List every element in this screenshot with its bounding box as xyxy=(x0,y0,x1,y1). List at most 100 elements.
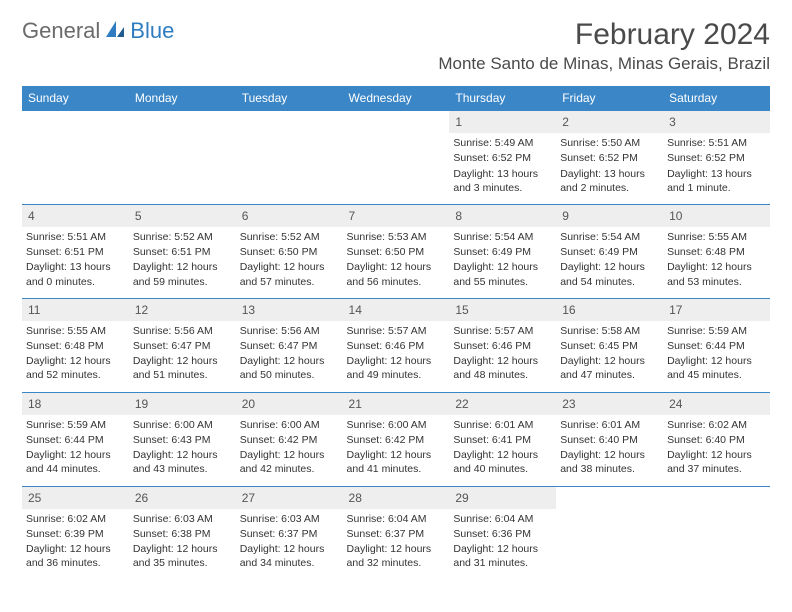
day-data-cell: Sunrise: 5:54 AMSunset: 6:49 PMDaylight:… xyxy=(449,227,556,298)
day-number-cell: 22 xyxy=(449,392,556,415)
day-number-cell: 10 xyxy=(663,204,770,227)
daylight-line: Daylight: 12 hours and 43 minutes. xyxy=(133,448,232,476)
sunset-line: Sunset: 6:49 PM xyxy=(453,245,552,259)
sunrise-line: Sunrise: 6:00 AM xyxy=(347,418,446,432)
day-data-cell: Sunrise: 5:56 AMSunset: 6:47 PMDaylight:… xyxy=(236,321,343,392)
sunset-line: Sunset: 6:52 PM xyxy=(560,151,659,165)
day-number-cell: 13 xyxy=(236,298,343,321)
sunset-line: Sunset: 6:52 PM xyxy=(667,151,766,165)
weekday-header: Sunday xyxy=(22,86,129,111)
sunset-line: Sunset: 6:37 PM xyxy=(240,527,339,541)
daylight-line: Daylight: 12 hours and 36 minutes. xyxy=(26,542,125,570)
day-data-cell: Sunrise: 5:49 AMSunset: 6:52 PMDaylight:… xyxy=(449,133,556,204)
day-number-cell: 11 xyxy=(22,298,129,321)
sunset-line: Sunset: 6:40 PM xyxy=(560,433,659,447)
sunrise-line: Sunrise: 5:56 AM xyxy=(240,324,339,338)
day-number-row: 2526272829 xyxy=(22,486,770,509)
daylight-line: Daylight: 12 hours and 35 minutes. xyxy=(133,542,232,570)
daylight-line: Daylight: 12 hours and 44 minutes. xyxy=(26,448,125,476)
empty-cell xyxy=(129,133,236,204)
sunset-line: Sunset: 6:46 PM xyxy=(347,339,446,353)
weekday-header: Saturday xyxy=(663,86,770,111)
sunrise-line: Sunrise: 6:01 AM xyxy=(560,418,659,432)
weekday-header: Tuesday xyxy=(236,86,343,111)
weekday-header-row: SundayMondayTuesdayWednesdayThursdayFrid… xyxy=(22,86,770,111)
day-number-cell: 23 xyxy=(556,392,663,415)
daylight-line: Daylight: 13 hours and 2 minutes. xyxy=(560,167,659,195)
daylight-line: Daylight: 12 hours and 54 minutes. xyxy=(560,260,659,288)
sunrise-line: Sunrise: 5:55 AM xyxy=(667,230,766,244)
day-number-cell: 6 xyxy=(236,204,343,227)
day-data-row: Sunrise: 6:02 AMSunset: 6:39 PMDaylight:… xyxy=(22,509,770,580)
day-data-row: Sunrise: 5:51 AMSunset: 6:51 PMDaylight:… xyxy=(22,227,770,298)
day-number-cell: 26 xyxy=(129,486,236,509)
daylight-line: Daylight: 12 hours and 51 minutes. xyxy=(133,354,232,382)
day-number-cell: 5 xyxy=(129,204,236,227)
day-number-cell: 29 xyxy=(449,486,556,509)
sunrise-line: Sunrise: 6:02 AM xyxy=(667,418,766,432)
day-data-cell: Sunrise: 6:03 AMSunset: 6:37 PMDaylight:… xyxy=(236,509,343,580)
daylight-line: Daylight: 12 hours and 49 minutes. xyxy=(347,354,446,382)
daylight-line: Daylight: 12 hours and 40 minutes. xyxy=(453,448,552,476)
day-number-cell: 1 xyxy=(449,111,556,134)
daylight-line: Daylight: 12 hours and 42 minutes. xyxy=(240,448,339,476)
empty-cell xyxy=(343,133,450,204)
sunset-line: Sunset: 6:47 PM xyxy=(133,339,232,353)
day-data-cell: Sunrise: 6:02 AMSunset: 6:40 PMDaylight:… xyxy=(663,415,770,486)
day-data-cell: Sunrise: 5:55 AMSunset: 6:48 PMDaylight:… xyxy=(663,227,770,298)
day-data-row: Sunrise: 5:55 AMSunset: 6:48 PMDaylight:… xyxy=(22,321,770,392)
weekday-header: Monday xyxy=(129,86,236,111)
sunset-line: Sunset: 6:50 PM xyxy=(240,245,339,259)
day-data-cell: Sunrise: 6:00 AMSunset: 6:43 PMDaylight:… xyxy=(129,415,236,486)
sunrise-line: Sunrise: 5:55 AM xyxy=(26,324,125,338)
day-number-cell: 8 xyxy=(449,204,556,227)
day-number-cell: 2 xyxy=(556,111,663,134)
sunrise-line: Sunrise: 5:57 AM xyxy=(347,324,446,338)
sunrise-line: Sunrise: 6:00 AM xyxy=(133,418,232,432)
weekday-header: Friday xyxy=(556,86,663,111)
sunset-line: Sunset: 6:49 PM xyxy=(560,245,659,259)
day-data-cell: Sunrise: 5:59 AMSunset: 6:44 PMDaylight:… xyxy=(22,415,129,486)
day-number-row: 45678910 xyxy=(22,204,770,227)
day-data-cell: Sunrise: 6:01 AMSunset: 6:40 PMDaylight:… xyxy=(556,415,663,486)
day-data-cell: Sunrise: 6:01 AMSunset: 6:41 PMDaylight:… xyxy=(449,415,556,486)
sunset-line: Sunset: 6:45 PM xyxy=(560,339,659,353)
daylight-line: Daylight: 13 hours and 0 minutes. xyxy=(26,260,125,288)
empty-cell xyxy=(556,509,663,580)
empty-cell xyxy=(22,133,129,204)
empty-cell xyxy=(129,111,236,134)
weekday-header: Thursday xyxy=(449,86,556,111)
empty-cell xyxy=(556,486,663,509)
sunset-line: Sunset: 6:39 PM xyxy=(26,527,125,541)
day-data-cell: Sunrise: 5:51 AMSunset: 6:51 PMDaylight:… xyxy=(22,227,129,298)
day-number-cell: 15 xyxy=(449,298,556,321)
empty-cell xyxy=(236,111,343,134)
sunrise-line: Sunrise: 5:58 AM xyxy=(560,324,659,338)
day-data-cell: Sunrise: 5:52 AMSunset: 6:51 PMDaylight:… xyxy=(129,227,236,298)
day-data-cell: Sunrise: 5:50 AMSunset: 6:52 PMDaylight:… xyxy=(556,133,663,204)
day-data-cell: Sunrise: 5:59 AMSunset: 6:44 PMDaylight:… xyxy=(663,321,770,392)
sunrise-line: Sunrise: 5:53 AM xyxy=(347,230,446,244)
sunset-line: Sunset: 6:41 PM xyxy=(453,433,552,447)
sunrise-line: Sunrise: 6:03 AM xyxy=(133,512,232,526)
day-data-cell: Sunrise: 6:00 AMSunset: 6:42 PMDaylight:… xyxy=(236,415,343,486)
daylight-line: Daylight: 12 hours and 38 minutes. xyxy=(560,448,659,476)
day-data-cell: Sunrise: 5:54 AMSunset: 6:49 PMDaylight:… xyxy=(556,227,663,298)
sunrise-line: Sunrise: 6:03 AM xyxy=(240,512,339,526)
sunset-line: Sunset: 6:42 PM xyxy=(240,433,339,447)
day-data-cell: Sunrise: 6:04 AMSunset: 6:36 PMDaylight:… xyxy=(449,509,556,580)
sunrise-line: Sunrise: 5:57 AM xyxy=(453,324,552,338)
sunrise-line: Sunrise: 5:54 AM xyxy=(560,230,659,244)
empty-cell xyxy=(663,509,770,580)
day-number-cell: 19 xyxy=(129,392,236,415)
daylight-line: Daylight: 12 hours and 47 minutes. xyxy=(560,354,659,382)
sunset-line: Sunset: 6:37 PM xyxy=(347,527,446,541)
daylight-line: Daylight: 12 hours and 57 minutes. xyxy=(240,260,339,288)
day-number-cell: 24 xyxy=(663,392,770,415)
sunset-line: Sunset: 6:38 PM xyxy=(133,527,232,541)
day-number-cell: 9 xyxy=(556,204,663,227)
empty-cell xyxy=(343,111,450,134)
sunset-line: Sunset: 6:46 PM xyxy=(453,339,552,353)
daylight-line: Daylight: 12 hours and 34 minutes. xyxy=(240,542,339,570)
sunset-line: Sunset: 6:44 PM xyxy=(667,339,766,353)
